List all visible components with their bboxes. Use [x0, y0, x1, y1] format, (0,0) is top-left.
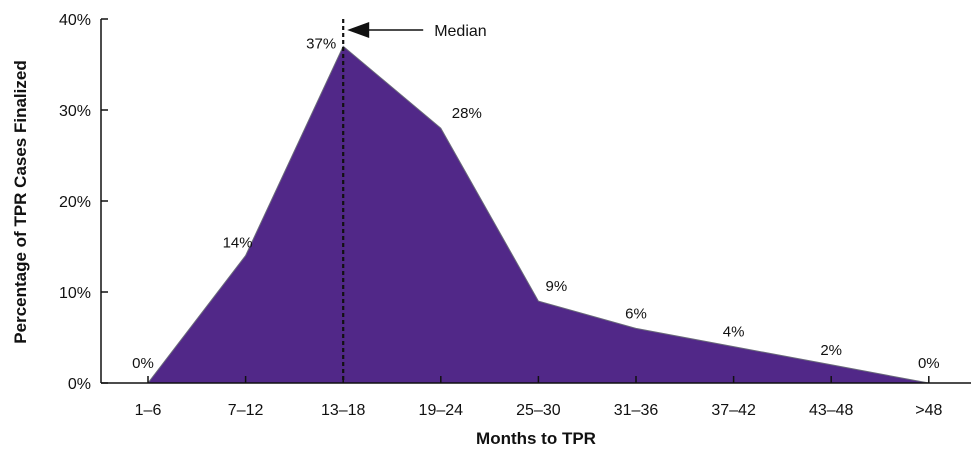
data-label: 2%: [820, 342, 842, 359]
data-label: 6%: [625, 305, 647, 322]
y-tick-label: 40%: [59, 12, 91, 29]
data-label: 9%: [546, 278, 568, 295]
data-label: 0%: [918, 355, 940, 372]
data-label: 4%: [723, 324, 745, 341]
area-fill: [146, 45, 929, 384]
x-axis-title: Months to TPR: [476, 429, 596, 448]
x-tick-label: 19–24: [419, 402, 464, 419]
y-tick-label: 10%: [59, 285, 91, 302]
x-tick-label: 13–18: [321, 402, 366, 419]
x-tick-label: 43–48: [809, 402, 854, 419]
y-axis-title: Percentage of TPR Cases Finalized: [11, 60, 30, 343]
data-label: 0%: [132, 355, 154, 372]
x-tick-label: 25–30: [516, 402, 561, 419]
data-label: 14%: [223, 235, 253, 252]
x-tick-label: >48: [915, 402, 942, 419]
x-tick-label: 31–36: [614, 402, 659, 419]
y-tick-label: 20%: [59, 194, 91, 211]
x-tick-label: 7–12: [228, 402, 264, 419]
plot-area: 0% 10% 20% 30% 40% 1–6 7–12 13–18 19–24 25–30 31–3…: [59, 12, 971, 419]
y-tick-label: 0%: [68, 376, 91, 393]
median-arrow-head: [347, 22, 370, 38]
x-tick-label: 37–42: [711, 402, 756, 419]
data-label: 28%: [452, 105, 482, 122]
median-label: Median: [434, 23, 486, 40]
data-label: 37%: [306, 35, 336, 52]
x-tick-label: 1–6: [135, 402, 162, 419]
y-tick-label: 30%: [59, 103, 91, 120]
